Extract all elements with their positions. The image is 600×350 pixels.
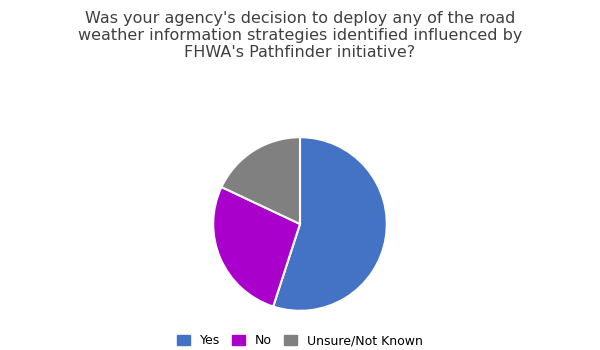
Wedge shape [273,137,387,311]
Wedge shape [221,137,300,224]
Legend: Yes, No, Unsure/Not Known: Yes, No, Unsure/Not Known [172,329,428,350]
Text: Was your agency's decision to deploy any of the road
weather information strateg: Was your agency's decision to deploy any… [78,10,522,60]
Wedge shape [213,187,300,307]
